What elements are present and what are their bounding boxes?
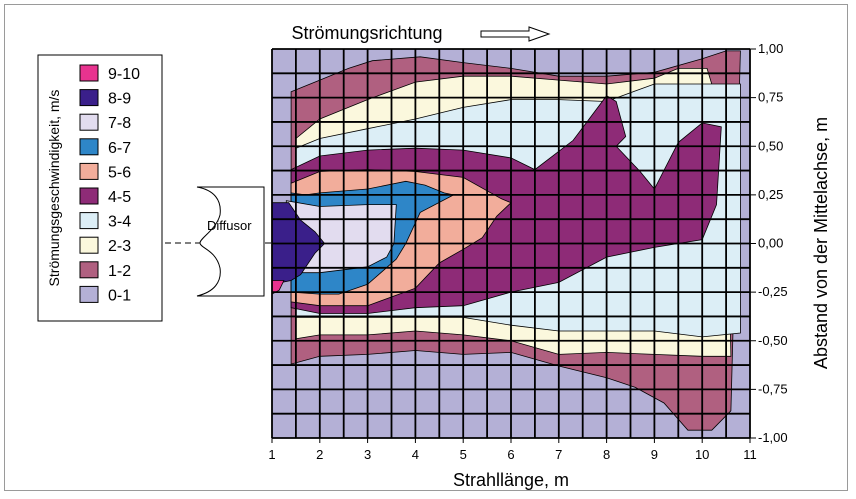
legend-swatch	[79, 64, 99, 82]
y-tick-label: 0,75	[758, 90, 783, 105]
legend-label: 1-2	[108, 263, 131, 280]
grid-lines	[271, 48, 751, 439]
legend-title: Strömungsgeschwindigkeit, m/s	[46, 90, 62, 287]
diffusor-shape: Diffusor	[165, 186, 272, 297]
x-tick-label: 7	[555, 447, 562, 462]
y-tick-label: -0,25	[758, 284, 788, 299]
y-tick-label: 0,25	[758, 187, 783, 202]
x-tick-label: 5	[460, 447, 467, 462]
contour-region-9-10	[272, 280, 285, 295]
legend-items: 9-10 8-9 7-8 6-7 5-6 4-5 3-4 2-3 1-2 0-1	[79, 64, 140, 304]
x-tick-label: 8	[603, 447, 610, 462]
y-tick-label: 0,00	[758, 236, 783, 251]
x-tick-label: 3	[364, 447, 371, 462]
legend-swatch	[79, 162, 99, 180]
y-axis-label: Abstand von der Mittelachse, m	[811, 117, 831, 369]
legend-swatch	[79, 138, 99, 156]
x-tick-label: 2	[316, 447, 323, 462]
legend-label: 5-6	[108, 164, 131, 181]
x-axis-label: Strahllänge, m	[453, 470, 569, 490]
legend-swatch	[79, 236, 99, 254]
legend-label: 0-1	[108, 287, 131, 304]
x-tick-label: 4	[412, 447, 419, 462]
flow-direction-arrow-icon	[480, 26, 551, 42]
legend-label: 6-7	[108, 140, 131, 157]
figure-frame	[4, 4, 848, 491]
legend-label: 3-4	[108, 214, 131, 231]
x-axis-ticks: 1 2 3 4 5 6 7 8 9 10 11	[268, 438, 757, 462]
y-tick-label: -0,50	[758, 333, 788, 348]
legend-swatch	[79, 212, 99, 230]
legend-label: 8-9	[108, 91, 131, 108]
diffusor-label: Diffusor	[207, 218, 252, 233]
legend-swatch	[79, 187, 99, 205]
legend-label: 7-8	[108, 115, 131, 132]
x-tick-label: 9	[651, 447, 658, 462]
x-tick-label: 1	[268, 447, 275, 462]
legend-label: 2-3	[108, 238, 131, 255]
legend-swatch	[79, 285, 99, 303]
legend-label: 4-5	[108, 189, 131, 206]
legend-swatch	[79, 113, 99, 131]
x-tick-label: 10	[695, 447, 709, 462]
y-tick-label: 0,50	[758, 138, 783, 153]
y-tick-label: -0,75	[758, 381, 788, 396]
y-axis-ticks: 1,00 0,75 0,50 0,25 0,00 -0,25 -0,50 -0,75 -1,00	[750, 41, 788, 445]
legend: Strömungsgeschwindigkeit, m/s 9-10 8-9 7-8…	[37, 54, 163, 322]
chart-title: Strömungsrichtung	[291, 23, 442, 43]
legend-swatch	[79, 89, 99, 107]
legend-box	[37, 54, 163, 322]
x-tick-label: 11	[743, 447, 757, 462]
legend-swatch	[79, 261, 99, 279]
x-tick-label: 6	[507, 447, 514, 462]
y-tick-label: 1,00	[758, 41, 783, 56]
legend-label: 9-10	[108, 66, 140, 83]
y-tick-label: -1,00	[758, 430, 788, 445]
